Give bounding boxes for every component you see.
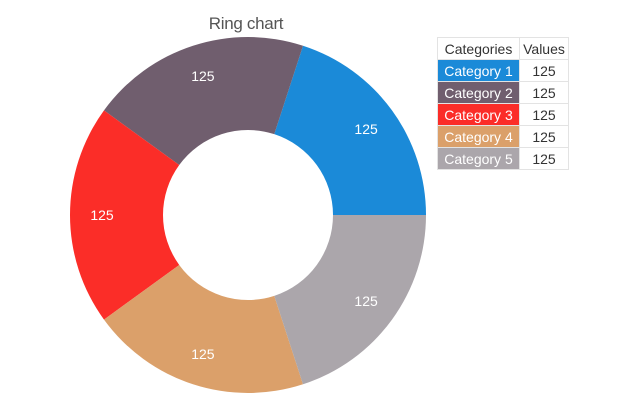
legend-table: Categories Values Category 1 125 Category … [437,37,569,170]
ring-slice-1 [274,45,426,215]
ring-slice-4 [103,264,304,393]
legend-header-row: Categories Values [437,37,569,60]
legend-row-2: Category 2 125 [437,81,569,104]
legend-header-values: Values [519,37,569,60]
ring-slice-3 [70,110,180,320]
legend-row-5: Category 5 125 [437,147,569,170]
legend-value-1: 125 [519,59,569,82]
legend-category-2: Category 2 [437,81,520,104]
legend-value-3: 125 [519,103,569,126]
legend-value-4: 125 [519,125,569,148]
legend-value-2: 125 [519,81,569,104]
legend-row-3: Category 3 125 [437,103,569,126]
legend-value-5: 125 [519,147,569,170]
legend-row-1: Category 1 125 [437,59,569,82]
legend-row-4: Category 4 125 [437,125,569,148]
legend-category-3: Category 3 [437,103,520,126]
data-label-1: 125 [354,121,378,137]
data-label-2: 125 [191,68,215,84]
legend-category-1: Category 1 [437,59,520,82]
ring-slice-5 [274,215,426,385]
ring-slice-2 [103,36,304,166]
ring-slices [70,36,426,393]
chart-title: Ring chart [208,14,284,33]
legend-body: Category 1 125 Category 2 125 Category 3 125 C… [437,59,569,170]
slice-labels: 125 125 125 125 125 [90,68,378,362]
data-label-5: 125 [354,293,378,309]
legend-category-4: Category 4 [437,125,520,148]
data-label-4: 125 [191,346,215,362]
legend-header-categories: Categories [437,37,520,60]
legend-category-5: Category 5 [437,147,520,170]
data-label-3: 125 [90,207,114,223]
